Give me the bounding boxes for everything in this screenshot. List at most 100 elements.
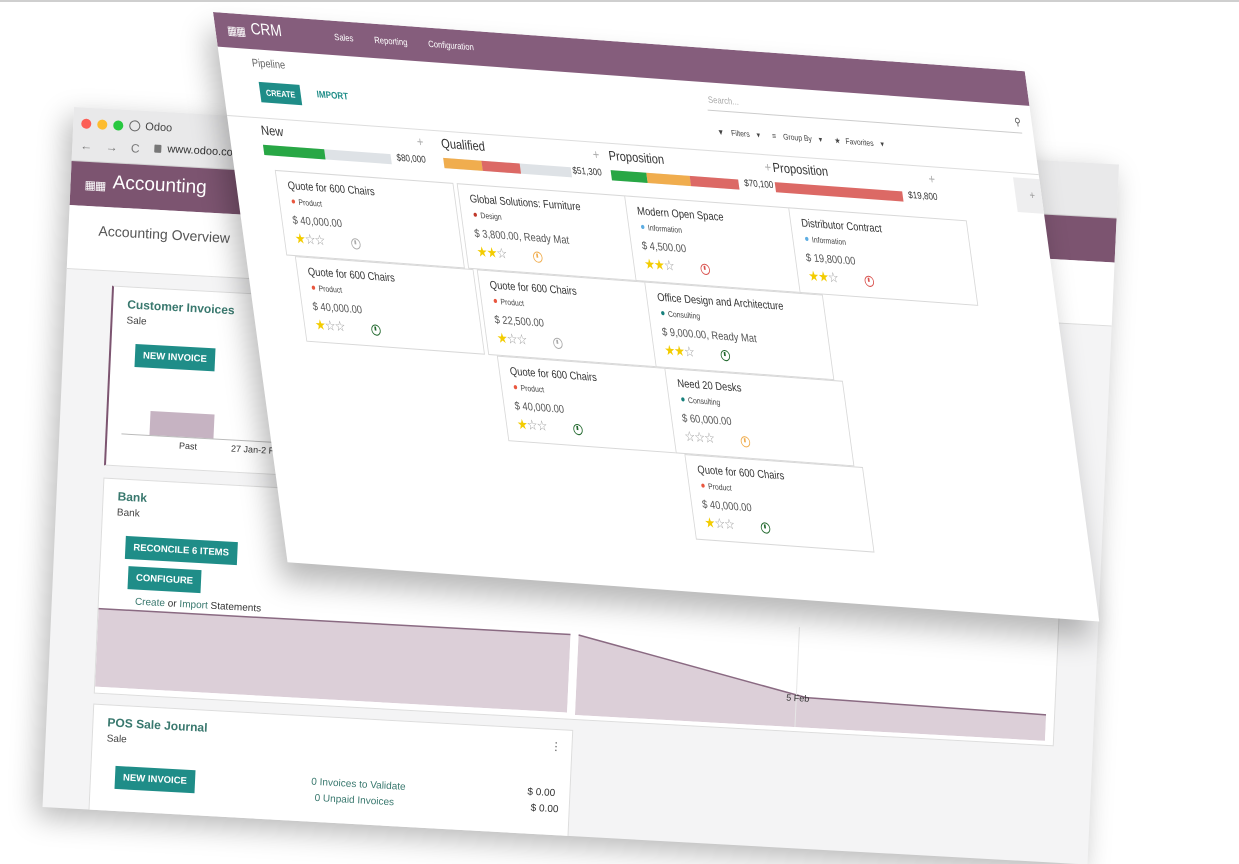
- card-title: Quote for 600 Chairs: [287, 179, 376, 199]
- maximize-window-button[interactable]: [113, 120, 124, 131]
- star-empty-icon[interactable]: ☆: [682, 342, 695, 360]
- menu-configuration[interactable]: Configuration: [427, 38, 475, 53]
- column-total: $51,300: [571, 165, 603, 179]
- create-button[interactable]: CREATE: [258, 81, 303, 106]
- activity-clock-icon[interactable]: [699, 263, 711, 276]
- star-empty-icon[interactable]: ☆: [495, 244, 508, 262]
- priority-stars[interactable]: ★☆☆: [314, 316, 346, 335]
- configure-button[interactable]: CONFIGURE: [127, 566, 202, 594]
- group-by-dropdown[interactable]: ≡ Group By ▾: [772, 131, 828, 144]
- column-title: Qualified: [440, 135, 486, 154]
- customer-invoices-title[interactable]: Customer Invoices: [126, 297, 235, 318]
- card-amount: $ 60,000.00: [681, 412, 733, 429]
- card-title: Distributor Contract: [800, 217, 883, 236]
- add-card-icon[interactable]: +: [927, 171, 937, 187]
- new-invoice-button[interactable]: NEW INVOICE: [134, 343, 216, 372]
- activity-clock-icon[interactable]: [863, 275, 875, 288]
- search-icon[interactable]: ⚲: [1013, 116, 1022, 129]
- menu-reporting[interactable]: Reporting: [373, 34, 409, 48]
- star-empty-icon[interactable]: ☆: [662, 256, 675, 274]
- page-title: Accounting Overview: [98, 222, 231, 246]
- add-card-icon[interactable]: +: [763, 159, 772, 175]
- column-progress-bar[interactable]: [610, 170, 740, 190]
- kanban-card[interactable]: Office Design and Architecture Consulting…: [644, 281, 835, 381]
- progress-segment[interactable]: [774, 182, 904, 202]
- card-title: Need 20 Desks: [676, 377, 743, 395]
- star-empty-icon[interactable]: ☆: [313, 231, 326, 249]
- close-window-button[interactable]: [81, 118, 92, 129]
- progress-segment[interactable]: [610, 170, 648, 183]
- activity-clock-icon[interactable]: [760, 522, 771, 534]
- priority-stars[interactable]: ★☆☆: [496, 329, 528, 348]
- priority-stars[interactable]: ★☆☆: [294, 230, 326, 249]
- menu-sales[interactable]: Sales: [333, 31, 355, 44]
- browser-tab[interactable]: Odoo: [129, 116, 173, 138]
- activity-clock-icon[interactable]: [532, 251, 544, 264]
- kanban-card[interactable]: Quote for 600 Chairs Product $ 40,000.00 ★☆…: [274, 169, 465, 269]
- address-bar[interactable]: www.odoo.com: [154, 143, 242, 159]
- star-empty-icon[interactable]: ☆: [333, 317, 346, 335]
- progress-segment[interactable]: [262, 144, 326, 160]
- activity-clock-icon[interactable]: [740, 435, 751, 448]
- import-statement-link[interactable]: Import: [179, 599, 209, 612]
- favorites-dropdown[interactable]: ★ Favorites ▾: [834, 136, 890, 149]
- card-tag-label: Design: [479, 211, 503, 222]
- back-arrow-icon[interactable]: ←: [79, 138, 93, 154]
- add-card-icon[interactable]: +: [415, 133, 425, 150]
- activity-clock-icon[interactable]: [350, 237, 362, 250]
- star-empty-icon[interactable]: ☆: [703, 429, 716, 447]
- add-card-icon[interactable]: +: [591, 146, 601, 163]
- reload-icon[interactable]: C: [130, 141, 140, 156]
- kanban-card[interactable]: Quote for 600 Chairs Product $ 40,000.00 ★☆…: [496, 355, 687, 455]
- kanban-card[interactable]: Quote for 600 Chairs Product $ 40,000.00 ★☆…: [294, 256, 485, 355]
- minimize-window-button[interactable]: [97, 119, 108, 130]
- more-options-icon[interactable]: ⋮: [550, 740, 562, 754]
- kanban-card[interactable]: Quote for 600 Chairs Product $ 40,000.00 ★☆…: [684, 453, 875, 553]
- filters-dropdown[interactable]: ▼ Filters ▾: [717, 127, 766, 140]
- priority-stars[interactable]: ★☆☆: [703, 514, 735, 533]
- progress-segment[interactable]: [443, 157, 483, 171]
- priority-stars[interactable]: ★☆☆: [516, 415, 548, 434]
- import-button[interactable]: IMPORT: [316, 89, 349, 103]
- invoices-to-validate-link[interactable]: 0 Invoices to Validate: [311, 776, 406, 793]
- reconcile-button[interactable]: RECONCILE 6 ITEMS: [124, 535, 238, 566]
- star-icon: ★: [833, 135, 842, 146]
- card-amount: $ 4,500.00: [641, 239, 687, 256]
- progress-segment[interactable]: [689, 175, 740, 190]
- bank-title[interactable]: Bank: [117, 489, 148, 505]
- app-grid-icon[interactable]: ▦▦: [84, 177, 106, 193]
- priority-stars[interactable]: ★★☆: [807, 267, 839, 286]
- column-progress-bar[interactable]: [774, 182, 904, 202]
- kanban-card[interactable]: Need 20 Desks Consulting $ 60,000.00 ☆☆☆: [664, 367, 855, 467]
- caret-down-icon: ▾: [756, 130, 761, 140]
- star-empty-icon[interactable]: ☆: [826, 268, 839, 286]
- activity-clock-icon[interactable]: [552, 337, 564, 350]
- column-progress-bar[interactable]: [443, 157, 573, 178]
- forward-arrow-icon[interactable]: →: [105, 139, 118, 155]
- progress-segment[interactable]: [481, 160, 522, 174]
- pos-title[interactable]: POS Sale Journal: [107, 715, 208, 735]
- star-empty-icon[interactable]: ☆: [723, 515, 736, 533]
- kanban-card[interactable]: Distributor Contract Information $ 19,800.…: [788, 207, 979, 306]
- star-empty-icon[interactable]: ☆: [515, 330, 528, 348]
- activity-clock-icon[interactable]: [370, 324, 382, 337]
- create-statement-link[interactable]: Create: [134, 596, 166, 610]
- pos-new-invoice-button[interactable]: NEW INVOICE: [114, 765, 196, 794]
- column-progress-bar[interactable]: [262, 144, 392, 165]
- priority-stars[interactable]: ☆☆☆: [683, 428, 715, 447]
- kanban-card[interactable]: Quote for 600 Chairs Product $ 22,500.00 ★☆…: [476, 269, 667, 368]
- priority-stars[interactable]: ★★☆: [663, 341, 695, 360]
- activity-clock-icon[interactable]: [719, 349, 731, 362]
- app-grid-icon[interactable]: ▦▦: [226, 23, 246, 39]
- star-empty-icon[interactable]: ☆: [535, 416, 548, 434]
- card-amount: $ 40,000.00: [291, 214, 343, 231]
- priority-stars[interactable]: ★★☆: [476, 243, 508, 262]
- priority-stars[interactable]: ★★☆: [643, 255, 675, 274]
- progress-segment[interactable]: [646, 172, 692, 187]
- kanban-card[interactable]: Modern Open Space Information $ 4,500.00 ★★…: [624, 195, 815, 294]
- card-title: Quote for 600 Chairs: [509, 365, 598, 385]
- kanban-card[interactable]: Global Solutions: Furniture Design $ 3,800…: [456, 183, 647, 282]
- unpaid-invoices-link[interactable]: 0 Unpaid Invoices: [314, 792, 395, 809]
- card-tag-label: Consulting: [667, 309, 701, 321]
- activity-clock-icon[interactable]: [572, 423, 584, 436]
